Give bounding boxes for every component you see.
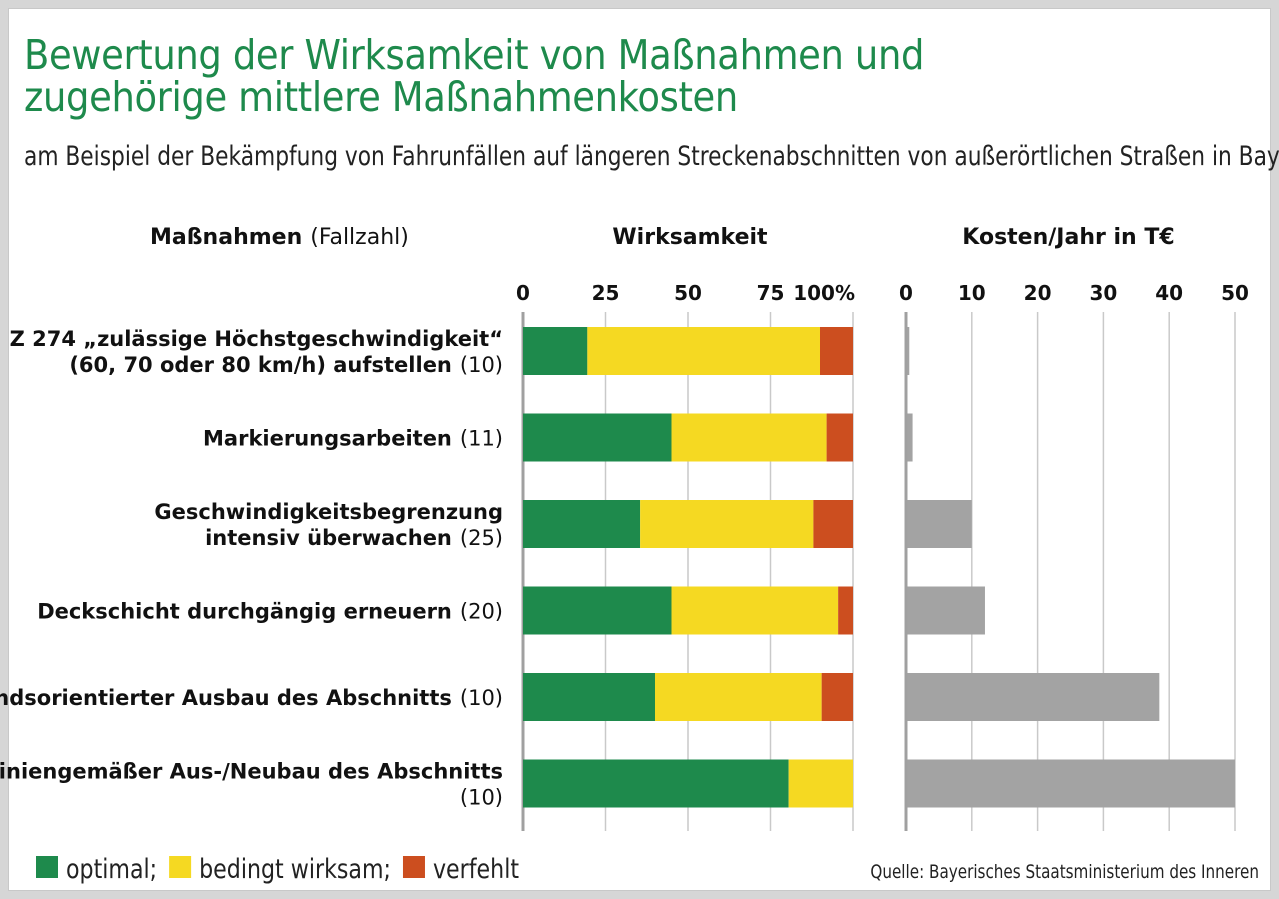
measures-header: Maßnahmen (Fallzahl) bbox=[150, 225, 409, 250]
text-layer: Maßnahmen (Fallzahl) Wirksamkeit Kosten/Jah… bbox=[0, 225, 1259, 885]
category-label-count: (10) bbox=[460, 786, 503, 810]
bar-bedingt bbox=[640, 500, 814, 548]
eff-tick-label: 50 bbox=[674, 281, 702, 305]
category-label-name: Bestandsorientierter Ausbau des Abschnit… bbox=[0, 686, 452, 710]
bar-cost bbox=[907, 327, 910, 375]
category-label-name: Markierungsarbeiten bbox=[203, 427, 452, 451]
category-label-count: (11) bbox=[460, 427, 503, 451]
category-label-count: (10) bbox=[460, 353, 503, 377]
bar-optimal bbox=[523, 673, 655, 721]
bar-cost bbox=[907, 413, 913, 462]
legend-swatch-optimal bbox=[36, 856, 58, 878]
bar-bedingt bbox=[671, 586, 839, 635]
bar-optimal bbox=[523, 759, 789, 808]
bar-cost bbox=[907, 586, 985, 635]
cost-tick-label: 10 bbox=[958, 281, 986, 305]
bar-optimal bbox=[523, 413, 672, 462]
eff-tick-label: 0 bbox=[516, 281, 530, 305]
grid-layer bbox=[521, 312, 1236, 831]
bar-cost bbox=[907, 759, 1235, 808]
source-note: Quelle: Bayerisches Staatsministerium de… bbox=[870, 861, 1259, 883]
category-label-name: Deckschicht durchgängig erneuern bbox=[37, 600, 452, 624]
bar-optimal bbox=[523, 327, 588, 375]
category-label-name: intensiv überwachen bbox=[205, 526, 452, 550]
category-label: Z 274 „zulässige Höchstgeschwindigkeit“ bbox=[10, 327, 503, 351]
bar-bedingt bbox=[788, 759, 853, 808]
legend-swatch-verfehlt bbox=[402, 856, 425, 878]
bar-verfehlt bbox=[838, 586, 853, 635]
bars-layer bbox=[523, 327, 1235, 808]
measures-header-light: (Fallzahl) bbox=[310, 225, 409, 250]
category-label-name: Z 274 „zulässige Höchstgeschwindigkeit“ bbox=[10, 327, 503, 351]
bar-verfehlt bbox=[821, 673, 853, 721]
cost-tick-label: 0 bbox=[899, 281, 913, 305]
cost-tick-label: 20 bbox=[1024, 281, 1052, 305]
bar-optimal bbox=[523, 500, 641, 548]
cost-tick-label: 40 bbox=[1155, 281, 1183, 305]
category-label-name: Richtliniengemäßer Aus-/Neubau des Absch… bbox=[0, 760, 503, 784]
cost-tick-label: 50 bbox=[1221, 281, 1249, 305]
category-label-name: Geschwindigkeitsbegrenzung bbox=[154, 500, 503, 524]
bar-cost bbox=[907, 500, 972, 548]
category-label: Deckschicht durchgängig erneuern (20) bbox=[37, 600, 503, 624]
legend-label-optimal: optimal; bbox=[66, 853, 157, 885]
category-label: Bestandsorientierter Ausbau des Abschnit… bbox=[0, 686, 503, 710]
category-label-name: (60, 70 oder 80 km/h) aufstellen bbox=[69, 353, 452, 377]
eff-tick-label: 25 bbox=[592, 281, 620, 305]
bar-verfehlt bbox=[826, 413, 853, 462]
category-label-count: (20) bbox=[460, 600, 503, 624]
effectiveness-header: Wirksamkeit bbox=[612, 225, 768, 250]
chart-title: Bewertung der Wirksamkeit von Maßnahmen … bbox=[24, 31, 925, 121]
bar-bedingt bbox=[655, 673, 822, 721]
category-label: Richtliniengemäßer Aus-/Neubau des Absch… bbox=[0, 760, 503, 784]
category-label: Markierungsarbeiten (11) bbox=[203, 427, 503, 451]
legend-label-bedingt: bedingt wirksam; bbox=[199, 853, 391, 885]
cost-header: Kosten/Jahr in T€ bbox=[962, 225, 1174, 250]
bar-verfehlt bbox=[820, 327, 853, 375]
cost-tick-label: 30 bbox=[1089, 281, 1117, 305]
bar-cost bbox=[907, 673, 1160, 721]
bar-verfehlt bbox=[813, 500, 853, 548]
category-label: (10) bbox=[460, 786, 503, 810]
category-label: intensiv überwachen (25) bbox=[205, 526, 503, 550]
eff-tick-label: 100% bbox=[793, 281, 855, 305]
bar-bedingt bbox=[671, 413, 827, 462]
eff-tick-label: 75 bbox=[757, 281, 785, 305]
measures-header-bold: Maßnahmen bbox=[150, 225, 302, 250]
legend-swatch-bedingt bbox=[169, 856, 192, 878]
category-label: (60, 70 oder 80 km/h) aufstellen (10) bbox=[69, 353, 503, 377]
bar-bedingt bbox=[587, 327, 820, 375]
bar-optimal bbox=[523, 586, 672, 635]
category-label: Geschwindigkeitsbegrenzung bbox=[154, 500, 503, 524]
category-label-count: (25) bbox=[460, 526, 503, 550]
category-label-count: (10) bbox=[460, 686, 503, 710]
chart-subtitle: am Beispiel der Bekämpfung von Fahrunfäl… bbox=[24, 141, 1279, 172]
legend-label-verfehlt: verfehlt bbox=[433, 853, 519, 885]
